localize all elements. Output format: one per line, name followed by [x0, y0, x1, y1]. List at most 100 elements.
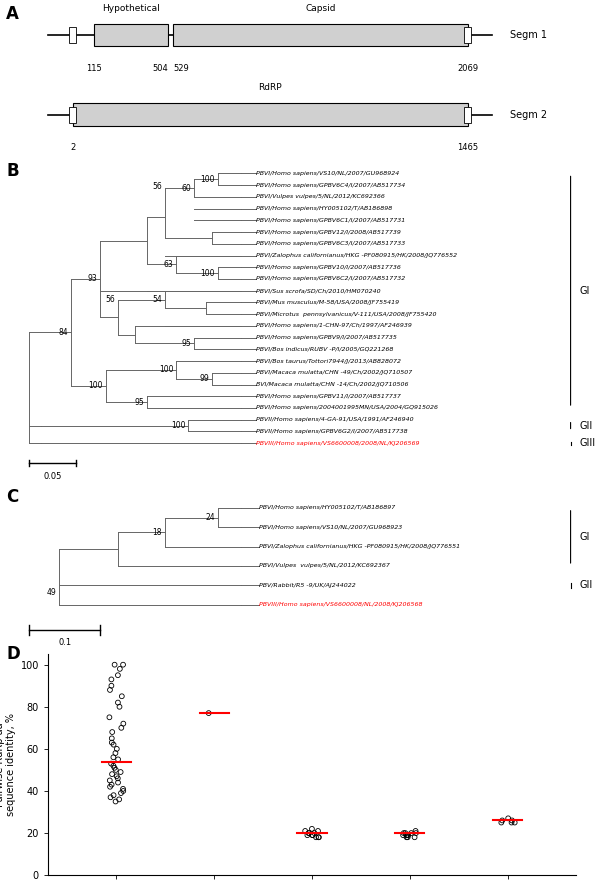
Point — [113, 696, 123, 710]
Text: Hypothetical: Hypothetical — [103, 4, 160, 12]
Point — [399, 826, 409, 840]
Text: PBVI/Sus scrofa/SD/Ch/2010/HM070240: PBVI/Sus scrofa/SD/Ch/2010/HM070240 — [256, 288, 380, 293]
Text: 100: 100 — [159, 365, 173, 375]
Point — [107, 679, 116, 693]
Text: PBVII/Homo sapiens/4-GA-91/USA/1991/AF246940: PBVII/Homo sapiens/4-GA-91/USA/1991/AF24… — [256, 417, 413, 423]
Text: 99: 99 — [199, 374, 209, 383]
Point — [116, 765, 125, 779]
Point — [115, 662, 125, 676]
Text: 1465: 1465 — [457, 143, 479, 152]
Text: 56: 56 — [105, 295, 115, 304]
Text: PBVI/Bos indicus/RUBV -P/I/2005/GQ221268: PBVI/Bos indicus/RUBV -P/I/2005/GQ221268 — [256, 347, 393, 352]
Point — [411, 824, 421, 838]
Point — [308, 828, 317, 842]
Point — [510, 815, 520, 829]
Point — [113, 668, 122, 682]
Point — [109, 789, 118, 803]
Y-axis label: Pairwise RdRp aa
sequence identity, %: Pairwise RdRp aa sequence identity, % — [0, 713, 16, 816]
Text: PBVI/Homo sapiens/GPBV6C2/I/2007/AB517732: PBVI/Homo sapiens/GPBV6C2/I/2007/AB51773… — [256, 277, 405, 281]
Point — [110, 746, 120, 760]
Text: GII: GII — [580, 421, 593, 431]
Text: PBVI/Homo sapiens/VS10/NL/2007/GU968923: PBVI/Homo sapiens/VS10/NL/2007/GU968923 — [259, 525, 402, 530]
Point — [104, 710, 114, 724]
Point — [113, 752, 123, 766]
Text: 60: 60 — [181, 184, 191, 193]
Text: 54: 54 — [152, 295, 162, 304]
Point — [105, 682, 115, 697]
Point — [115, 700, 124, 714]
FancyBboxPatch shape — [173, 24, 468, 46]
Point — [411, 826, 421, 840]
Text: BVI/Macaca mulatta/CHN -14/Ch/2002/JQ710506: BVI/Macaca mulatta/CHN -14/Ch/2002/JQ710… — [256, 382, 409, 387]
Point — [107, 731, 116, 745]
Text: 24: 24 — [205, 513, 215, 522]
Point — [313, 824, 323, 838]
Point — [106, 757, 116, 771]
Point — [406, 826, 416, 840]
Text: PBVI/Bos taurus/Tottori7944/J/2013/AB828072: PBVI/Bos taurus/Tottori7944/J/2013/AB828… — [256, 359, 401, 363]
Text: 84: 84 — [58, 328, 68, 337]
Text: 100: 100 — [200, 269, 215, 278]
Text: 2: 2 — [70, 143, 75, 152]
Point — [113, 775, 123, 789]
Text: GI: GI — [580, 532, 590, 542]
Point — [107, 673, 116, 687]
Point — [398, 828, 408, 842]
Text: D: D — [6, 645, 20, 663]
Point — [507, 815, 517, 829]
Point — [115, 792, 124, 806]
Text: PBVI/Homo sapiens/GPBV11/I/2007/AB517737: PBVI/Homo sapiens/GPBV11/I/2007/AB517737 — [256, 393, 401, 399]
Point — [314, 830, 323, 844]
Text: 100: 100 — [171, 421, 185, 431]
Text: PBVI/Homo sapiens/VS10/NL/2007/GU968924: PBVI/Homo sapiens/VS10/NL/2007/GU968924 — [256, 171, 399, 176]
Point — [403, 830, 412, 844]
Point — [497, 813, 507, 827]
Text: PBV/Rabbit/R5 -9/UK/AJ244022: PBV/Rabbit/R5 -9/UK/AJ244022 — [259, 583, 356, 588]
Point — [403, 828, 412, 842]
Text: PBVI/Homo sapiens/GPBV12/I/2008/AB517739: PBVI/Homo sapiens/GPBV12/I/2008/AB517739 — [256, 230, 401, 234]
Point — [107, 767, 117, 781]
Text: 100: 100 — [88, 382, 103, 391]
Text: PBVI/Homo sapiens/GPBV9/I/2007/AB517735: PBVI/Homo sapiens/GPBV9/I/2007/AB517735 — [256, 335, 397, 340]
Point — [497, 815, 506, 829]
Text: PBVI/Vulpes  vulpes/5/NL/2012/KC692367: PBVI/Vulpes vulpes/5/NL/2012/KC692367 — [259, 563, 389, 568]
Point — [403, 828, 413, 842]
Text: 49: 49 — [46, 588, 56, 597]
Text: PBVII/Homo sapiens/GPBV6G2/I/2007/AB517738: PBVII/Homo sapiens/GPBV6G2/I/2007/AB5177… — [256, 429, 407, 434]
Text: PBVI/Homo sapiens/GPBV10/I/2007/AB517736: PBVI/Homo sapiens/GPBV10/I/2007/AB517736 — [256, 265, 401, 270]
Point — [111, 795, 121, 809]
Text: PBVI/Homo sapiens/2004001995MN/USA/2004/GQ915026: PBVI/Homo sapiens/2004001995MN/USA/2004/… — [256, 406, 438, 410]
Point — [113, 771, 122, 785]
Text: PBVI/Homo sapiens/GPBV6C1/I/2007/AB517731: PBVI/Homo sapiens/GPBV6C1/I/2007/AB51773… — [256, 217, 405, 223]
Text: PBVI/Homo sapiens/1-CHN-97/Ch/1997/AF246939: PBVI/Homo sapiens/1-CHN-97/Ch/1997/AF246… — [256, 324, 412, 328]
Text: 95: 95 — [181, 339, 191, 348]
Text: A: A — [6, 4, 19, 23]
Text: 2069: 2069 — [457, 64, 479, 72]
Point — [402, 830, 412, 844]
Point — [118, 784, 128, 798]
Text: Segm 2: Segm 2 — [510, 110, 547, 119]
Text: Capsid: Capsid — [305, 4, 336, 12]
FancyBboxPatch shape — [69, 107, 76, 123]
Text: GIII: GIII — [580, 438, 596, 448]
Point — [401, 826, 410, 840]
FancyBboxPatch shape — [464, 27, 471, 43]
Text: Segm 1: Segm 1 — [510, 30, 547, 40]
Point — [118, 658, 128, 672]
Point — [107, 735, 116, 750]
Text: GII: GII — [580, 580, 593, 591]
Text: PBVI/Mus musculus/M-58/USA/2008/JF755419: PBVI/Mus musculus/M-58/USA/2008/JF755419 — [256, 300, 399, 305]
Text: 18: 18 — [152, 528, 162, 537]
Text: RdRP: RdRP — [259, 83, 282, 92]
Text: PBVI/Microtus  pennsylvanicus/V-111/USA/2008/JF755420: PBVI/Microtus pennsylvanicus/V-111/USA/2… — [256, 312, 436, 316]
Point — [107, 725, 117, 739]
Point — [507, 813, 517, 827]
FancyBboxPatch shape — [464, 107, 471, 123]
Text: 56: 56 — [152, 182, 162, 191]
Text: PBVI/Zalophus californianus/HKG -PF080915/HK/2008/JQ776551: PBVI/Zalophus californianus/HKG -PF08091… — [259, 544, 460, 549]
Point — [105, 774, 115, 788]
Point — [112, 742, 122, 756]
Point — [112, 769, 121, 783]
Point — [401, 828, 411, 842]
Point — [109, 751, 118, 765]
